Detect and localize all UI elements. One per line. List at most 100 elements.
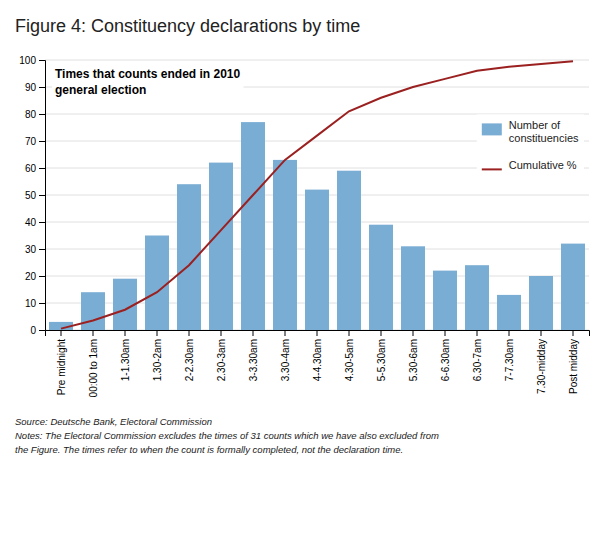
bar: [561, 244, 585, 330]
x-tick-label: 2-2.30am: [184, 339, 195, 381]
bar: [433, 271, 457, 330]
title: Figure 4: Constituency declarations by t…: [15, 16, 360, 36]
x-tick-label: 3-3.30am: [248, 339, 259, 381]
x-tick-mark: [189, 330, 190, 336]
y-axis: 0 10 20 30 40 50 60 70 80 90 100: [19, 55, 45, 336]
text-line: Cumulative %: [509, 159, 577, 171]
text-line: general election: [55, 83, 146, 97]
legend-background: [477, 114, 584, 176]
x-tick: 00:00 to 1am: [88, 330, 99, 397]
y-tick-mark: [39, 141, 45, 142]
grid: [45, 60, 589, 330]
text-line: Number of: [509, 119, 561, 131]
x-tick: 5.30-6am: [408, 330, 419, 381]
y-tick-label: 50: [25, 190, 37, 201]
x-axis-line: [46, 331, 590, 337]
y-axis-line: [39, 61, 46, 331]
y-tick: 20: [25, 271, 45, 282]
bar: [209, 163, 233, 330]
x-tick-mark: [509, 330, 510, 336]
chart: Figure 4: Constituency declarations by t…: [0, 0, 609, 544]
x-tick: 6-6.30am: [440, 330, 451, 381]
y-tick: 40: [25, 217, 45, 228]
bar: [241, 122, 265, 330]
y-tick-label: 70: [25, 136, 37, 147]
x-tick-label: 7.30-midday: [536, 339, 547, 394]
y-tick-mark: [39, 114, 45, 115]
x-tick: 7.30-midday: [536, 330, 547, 394]
x-tick-mark: [285, 330, 286, 336]
bar: [81, 292, 105, 330]
x-tick-label: 00:00 to 1am: [88, 339, 99, 397]
x-tick-mark: [317, 330, 318, 336]
x-tick-label: 5-5.30am: [376, 339, 387, 381]
x-axis: Pre midnight 00:00 to 1am 1-1.30am 1.30-2am…: [46, 330, 590, 397]
legend-swatch: [482, 123, 502, 135]
x-tick-mark: [445, 330, 446, 336]
plot: 0 10 20 30 40 50 60 70 80 90 100 Pre midnight 00:00 …: [19, 55, 589, 398]
x-tick: Post midday: [568, 330, 579, 394]
x-tick-mark: [349, 330, 350, 336]
legend-label: Cumulative %: [509, 159, 577, 171]
x-tick-label: 4.30-5am: [344, 339, 355, 381]
y-tick-mark: [39, 249, 45, 250]
y-tick: 80: [25, 109, 45, 120]
y-tick-mark: [39, 87, 45, 88]
grid-line: [45, 60, 589, 61]
y-tick: 90: [25, 82, 45, 93]
y-tick-label: 100: [19, 55, 36, 66]
x-tick: 1.30-2am: [152, 330, 163, 381]
y-tick-label: 40: [25, 217, 37, 228]
text-line: Times that counts ended in 2010: [55, 67, 240, 81]
text-line: Source: Deutsche Bank, Electoral Commiss…: [15, 416, 212, 427]
bar: [529, 276, 553, 330]
x-tick: 1-1.30am: [120, 330, 131, 381]
x-tick-mark: [541, 330, 542, 336]
annotation: Times that counts ended in 2010 general e…: [55, 67, 240, 97]
y-tick-mark: [39, 303, 45, 304]
x-tick-mark: [125, 330, 126, 336]
x-tick-label: Post midday: [568, 339, 579, 394]
y-tick-mark: [39, 60, 45, 61]
y-tick-label: 60: [25, 163, 37, 174]
bar: [273, 160, 297, 330]
y-tick: 60: [25, 163, 45, 174]
x-tick-label: Pre midnight: [56, 339, 67, 395]
bar: [497, 295, 521, 330]
bar: [465, 265, 489, 330]
y-tick-mark: [39, 222, 45, 223]
x-tick-mark: [93, 330, 94, 336]
x-tick-label: 5.30-6am: [408, 339, 419, 381]
x-tick-label: 6.30-7am: [472, 339, 483, 381]
y-tick-mark: [39, 276, 45, 277]
text-line: constituencies: [509, 132, 579, 144]
x-tick-mark: [221, 330, 222, 336]
x-tick: 4.30-5am: [344, 330, 355, 381]
x-tick: Pre midnight: [56, 330, 67, 395]
y-tick-mark: [39, 195, 45, 196]
x-tick-mark: [253, 330, 254, 336]
x-tick-label: 7-7.30am: [504, 339, 515, 381]
x-tick-mark: [477, 330, 478, 336]
x-tick-label: 4-4.30am: [312, 339, 323, 381]
marks: [49, 61, 585, 330]
x-tick-mark: [61, 330, 62, 336]
y-tick-label: 20: [25, 271, 37, 282]
legend-item: Cumulative %: [482, 159, 577, 171]
x-tick-label: 1.30-2am: [152, 339, 163, 381]
x-tick-mark: [157, 330, 158, 336]
text-line: Notes: The Electoral Commission excludes…: [15, 430, 439, 441]
y-tick: 0: [30, 325, 45, 336]
x-tick: 5-5.30am: [376, 330, 387, 381]
legend-label: Number ofconstituencies: [509, 119, 579, 144]
y-tick-label: 10: [25, 298, 37, 309]
bar: [305, 190, 329, 330]
y-tick-mark: [39, 168, 45, 169]
text-line: the Figure. The times refer to when the …: [15, 444, 403, 455]
y-tick-label: 30: [25, 244, 37, 255]
legend-item: Number ofconstituencies: [482, 119, 579, 144]
legend: Number ofconstituencies Cumulative %: [477, 114, 584, 176]
source: Source: Deutsche Bank, Electoral Commiss…: [15, 416, 439, 455]
x-tick-label: 1-1.30am: [120, 339, 131, 381]
x-tick-mark: [573, 330, 574, 336]
